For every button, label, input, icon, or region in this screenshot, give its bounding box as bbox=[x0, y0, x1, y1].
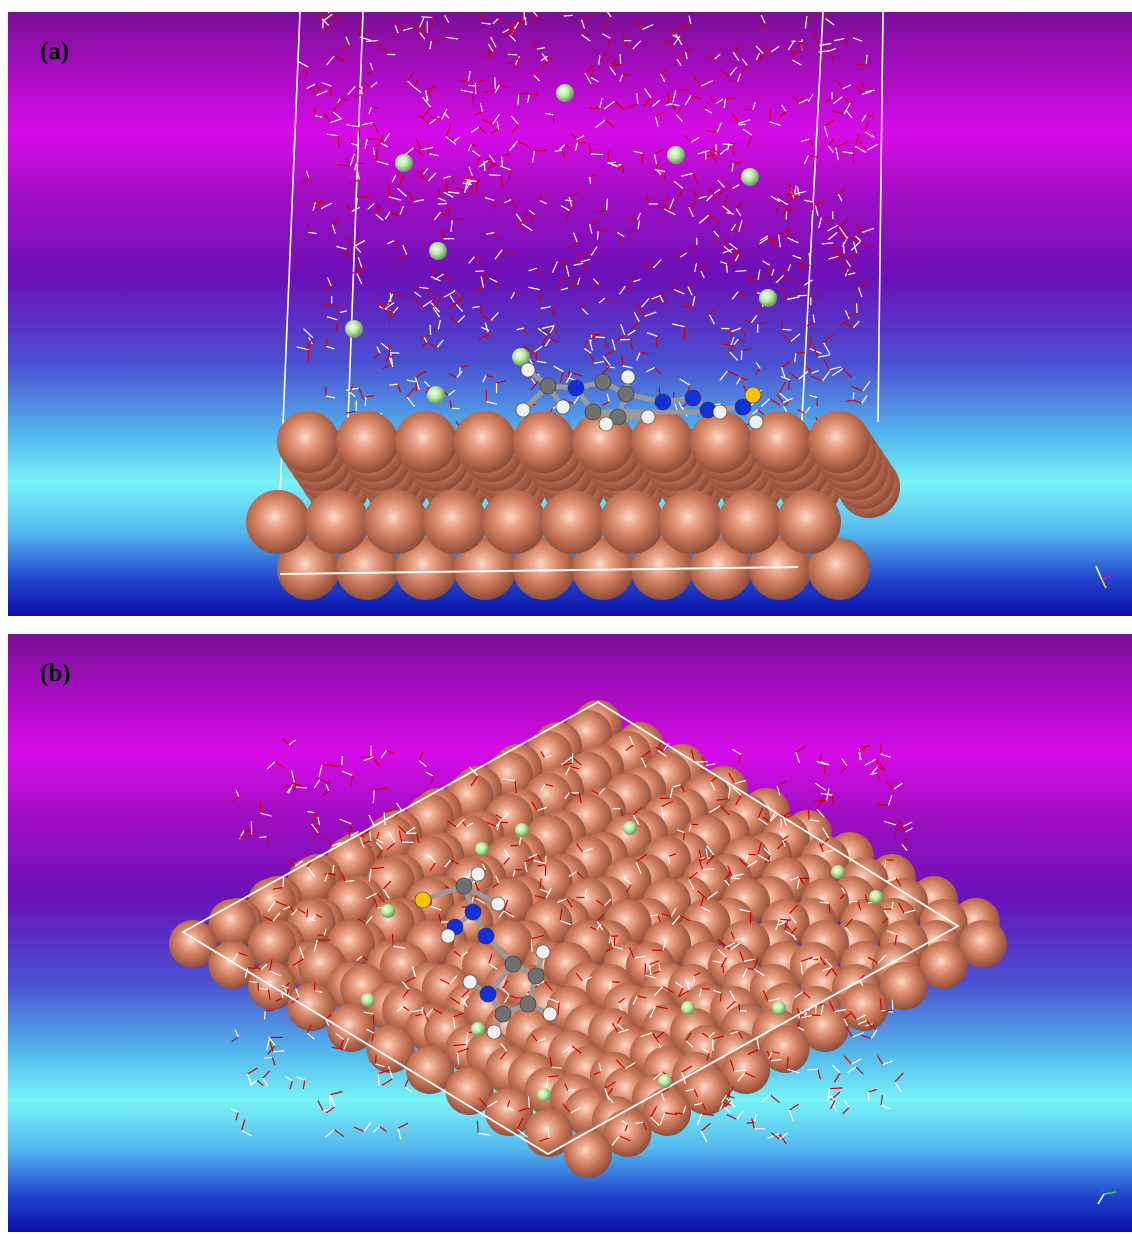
chloride-ion bbox=[512, 348, 530, 366]
simulation-cell-box bbox=[181, 700, 960, 1156]
chloride-ion bbox=[427, 386, 445, 404]
chloride-ion bbox=[381, 904, 395, 918]
chloride-ion bbox=[741, 168, 759, 186]
chloride-ion bbox=[345, 320, 363, 338]
panel-b-label: (b) bbox=[40, 660, 71, 687]
chloride-ion bbox=[556, 84, 574, 102]
copper-slab bbox=[246, 411, 900, 600]
chloride-ion bbox=[475, 842, 489, 856]
molecular-simulation-side-view bbox=[246, 12, 900, 600]
chloride-ion bbox=[395, 154, 413, 172]
simulation-cell-box bbox=[279, 12, 884, 498]
chloride-ion bbox=[623, 821, 637, 835]
panel-a-label: (a) bbox=[40, 38, 70, 65]
chloride-ion bbox=[831, 865, 845, 879]
chloride-ion bbox=[515, 823, 529, 837]
chloride-ion bbox=[361, 993, 375, 1007]
chloride-ion bbox=[667, 146, 685, 164]
inhibitor-molecule bbox=[515, 362, 764, 432]
chloride-ion bbox=[537, 1088, 551, 1102]
chloride-ion bbox=[869, 890, 883, 904]
chloride-ion bbox=[759, 289, 777, 307]
copper-slab-top bbox=[169, 700, 1007, 1178]
water-molecules bbox=[296, 12, 878, 442]
molecular-simulation-top-view bbox=[169, 700, 1007, 1178]
chloride-ion bbox=[658, 1074, 672, 1088]
panel-b-top-view: (b) bbox=[8, 634, 1132, 1232]
cell-bottom-edge bbox=[279, 566, 799, 575]
axis-triad-icon bbox=[1095, 565, 1115, 589]
inhibitor-molecule bbox=[414, 866, 558, 1040]
chloride-ion bbox=[772, 1001, 786, 1015]
chloride-ion bbox=[429, 242, 447, 260]
chloride-ion bbox=[471, 1022, 485, 1036]
panel-a-side-view: (a) bbox=[8, 12, 1132, 616]
axis-triad-icon bbox=[1097, 1181, 1117, 1205]
chloride-ion bbox=[681, 1001, 695, 1015]
